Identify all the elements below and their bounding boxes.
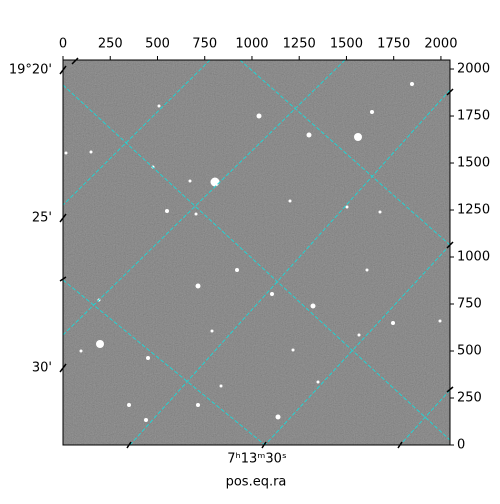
y-tick-label: 1750 (457, 109, 490, 124)
x-tick-label: 250 (98, 37, 123, 52)
dec-tick-label: 30' (32, 361, 52, 376)
frame (62, 59, 451, 446)
x-tick-label: 1500 (330, 37, 363, 52)
y-tick-label: 1500 (457, 156, 490, 171)
y-tick-label: 2000 (457, 62, 490, 77)
x-tick-label: 1250 (283, 37, 316, 52)
y-tick-label: 250 (457, 391, 482, 406)
y-tick-label: 1250 (457, 203, 490, 218)
dec-tick-label: 19°20' (9, 63, 52, 78)
x-tick-label: 1000 (235, 37, 268, 52)
y-tick-label: 750 (457, 297, 482, 312)
dec-tick-label: 25' (32, 211, 52, 226)
image-noise (63, 60, 450, 445)
x-tick-label: 0 (59, 37, 67, 52)
y-tick-label: 1000 (457, 250, 490, 265)
image (63, 60, 450, 445)
coordinate-grid (63, 60, 450, 445)
x-tick-label: 750 (192, 37, 217, 52)
y-tick-label: 500 (457, 344, 482, 359)
x-tick-label: 1750 (377, 37, 410, 52)
ra-tick-label: 7ʰ13ᵐ30ˢ (227, 452, 287, 467)
x-tick-label: 500 (145, 37, 170, 52)
wcs-ticks (59, 57, 454, 449)
x-axis-label: pos.eq.ra (226, 475, 287, 490)
y-tick-label: 0 (457, 438, 465, 453)
x-tick-label: 2000 (424, 37, 457, 52)
